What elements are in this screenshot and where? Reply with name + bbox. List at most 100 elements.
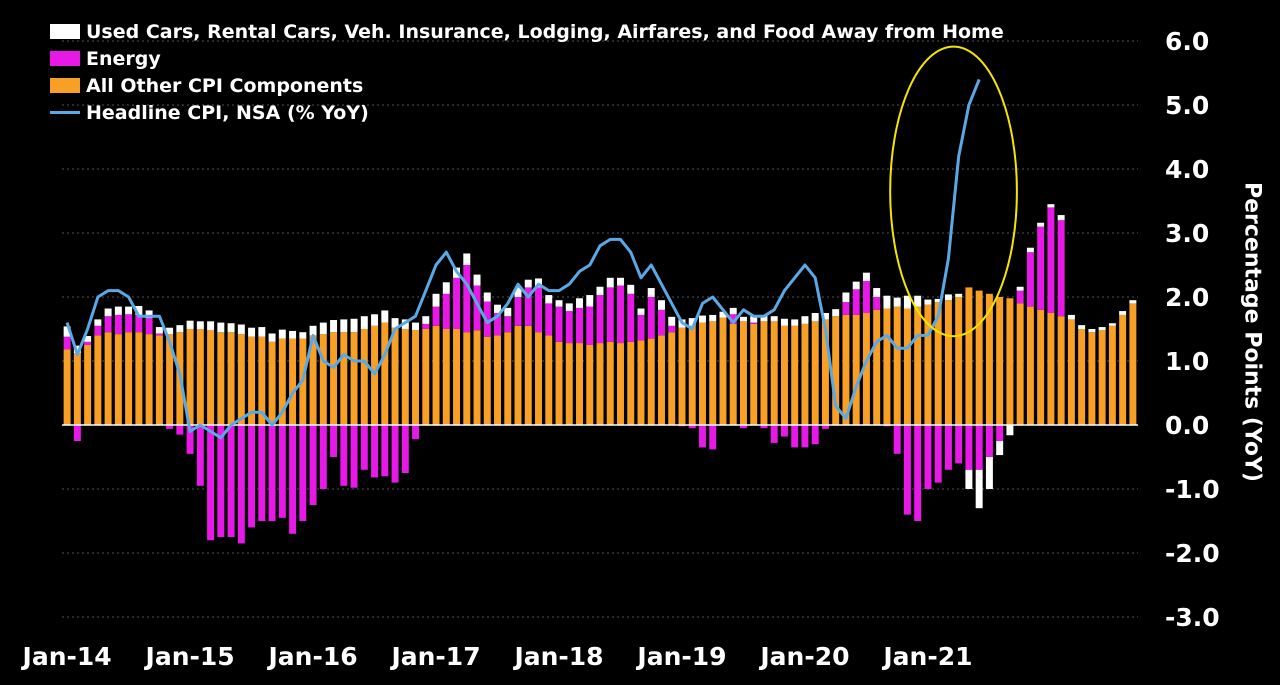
legend-label-other: All Other CPI Components: [86, 74, 364, 97]
bar-segment: [637, 308, 645, 315]
bar-segment: [801, 425, 809, 448]
bar-segment: [698, 425, 706, 448]
bar-segment: [842, 302, 850, 315]
bar-segment: [504, 332, 512, 425]
bar-segment: [186, 425, 194, 454]
bar-segment: [401, 329, 409, 425]
bar-segment: [207, 330, 215, 425]
bar-segment: [852, 281, 860, 290]
bar-segment: [975, 425, 983, 470]
bar-segment: [1037, 309, 1045, 425]
bar-segment: [965, 425, 973, 470]
bar-segment: [975, 469, 983, 509]
bar-segment: [596, 295, 604, 344]
bar-segment: [401, 425, 409, 473]
bar-segment: [453, 277, 461, 329]
bar-segment: [319, 322, 327, 335]
bar-segment: [944, 294, 952, 301]
y-tick-label: 0.0: [1165, 411, 1209, 440]
bar-segment: [709, 321, 717, 425]
bar-segment: [391, 425, 399, 483]
bar-segment: [709, 425, 717, 450]
bar-segment: [739, 425, 747, 429]
bar-segment: [1057, 316, 1065, 425]
bar-segment: [934, 425, 942, 483]
bar-segment: [319, 334, 327, 425]
highlight-ellipse: [889, 45, 1018, 338]
bar-segment: [565, 303, 573, 312]
bar-segment: [1016, 286, 1024, 291]
bar-segment: [186, 320, 194, 329]
bar-segment: [125, 306, 133, 315]
bar-segment: [319, 425, 327, 489]
bar-segment: [729, 323, 737, 425]
bar-segment: [94, 335, 102, 425]
bar-segment: [535, 287, 542, 333]
bar-segment: [258, 327, 266, 337]
bar-segment: [371, 314, 379, 326]
legend-swatch-energy: [50, 51, 80, 66]
bar-segment: [309, 325, 317, 336]
bar-segment: [1067, 319, 1075, 425]
bar-segment: [576, 343, 583, 425]
bar-segment: [821, 425, 829, 429]
bar-segment: [453, 329, 461, 425]
bar-segment: [565, 311, 573, 344]
legend-label-services: Used Cars, Rental Cars, Veh. Insurance, …: [86, 20, 1004, 43]
bar-segment: [145, 318, 153, 335]
bar-segment: [729, 307, 737, 315]
bar-segment: [166, 327, 174, 335]
legend-swatch-other: [50, 78, 80, 93]
bar-segment: [186, 329, 194, 425]
bar-segment: [678, 327, 686, 425]
bar-segment: [330, 332, 338, 425]
bar-segment: [289, 330, 297, 339]
x-tick-label: Jan-16: [266, 642, 357, 671]
bar-segment: [658, 300, 665, 310]
bar-segment: [811, 425, 819, 445]
bar-segment: [832, 316, 840, 425]
bar-segment: [289, 425, 297, 534]
bar-segment: [360, 329, 368, 425]
bar-segment: [350, 425, 358, 488]
legend-label-cpi: Headline CPI, NSA (% YoY): [86, 101, 369, 124]
bar-segment: [422, 316, 430, 324]
bar-segment: [985, 457, 993, 489]
bar-segment: [780, 325, 788, 425]
bar-segment: [227, 425, 235, 537]
bar-segment: [586, 345, 594, 425]
bar-segment: [494, 313, 502, 336]
bar-segment: [1016, 303, 1024, 425]
bar-segment: [893, 306, 901, 425]
bar-segment: [94, 319, 102, 326]
headline-cpi-line: [65, 78, 981, 440]
bar-segment: [801, 316, 809, 324]
bar-segment: [463, 253, 471, 265]
bar-segment: [1098, 330, 1106, 425]
bar-segment: [975, 290, 983, 425]
legend-label-energy: Energy: [86, 47, 161, 70]
bar-segment: [627, 284, 635, 294]
bar-segment: [371, 425, 379, 478]
bar-segment: [227, 323, 235, 333]
bar-segment: [760, 425, 768, 429]
bar-segment: [934, 302, 942, 425]
bar-segment: [1067, 314, 1075, 320]
bar-segment: [1016, 290, 1024, 304]
bar-segment: [463, 265, 471, 333]
legend-swatch-services: [50, 24, 80, 39]
bar-segment: [770, 316, 778, 322]
bar-segment: [1037, 222, 1045, 227]
bar-segment: [617, 285, 624, 344]
bar-segment: [1088, 329, 1096, 333]
bar-segment: [862, 272, 870, 281]
bar-segment: [719, 317, 727, 425]
bar-segment: [955, 297, 963, 425]
y-tick-label: 3.0: [1165, 219, 1209, 248]
y-tick-label: 6.0: [1165, 27, 1209, 56]
bar-segment: [801, 323, 809, 425]
bar-segment: [996, 441, 1004, 456]
x-tick-label: Jan-15: [144, 642, 235, 671]
bar-segment: [432, 293, 440, 307]
bar-segment: [432, 325, 440, 425]
